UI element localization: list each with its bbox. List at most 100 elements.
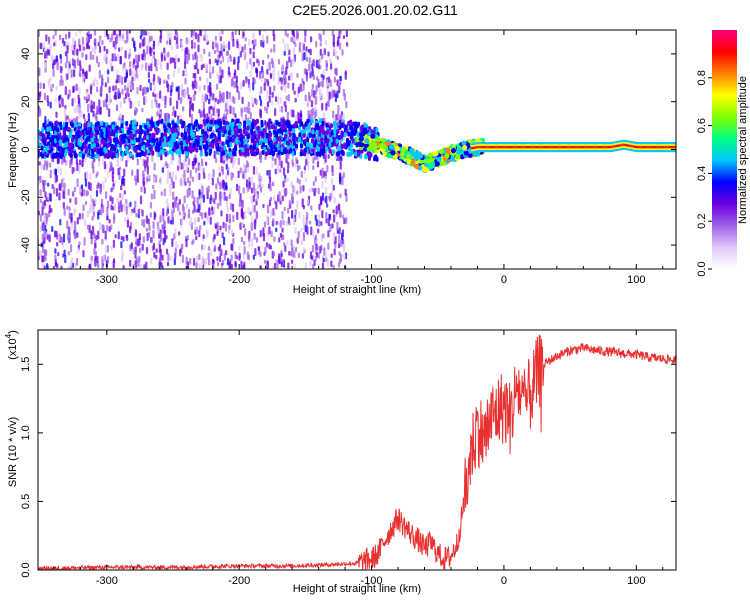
noise-cell [66, 220, 69, 229]
noise-cell [130, 210, 133, 216]
noise-cell [324, 39, 327, 46]
noise-cell [119, 101, 122, 108]
noise-cell [66, 205, 69, 210]
noise-cell [177, 67, 180, 74]
track-cell [363, 142, 369, 148]
noise-cell [339, 30, 342, 35]
band-cell [64, 137, 68, 143]
noise-cell [177, 91, 180, 101]
noise-cell [102, 180, 105, 190]
noise-cell [277, 70, 280, 78]
noise-cell [163, 163, 166, 169]
noise-cell [109, 195, 112, 202]
noise-cell [228, 229, 231, 235]
noise-cell [125, 206, 128, 215]
noise-cell [286, 177, 289, 182]
noise-cell [111, 33, 114, 41]
noise-cell [341, 49, 344, 56]
noise-cell [259, 186, 263, 193]
track-cell [473, 151, 479, 157]
noise-cell [101, 204, 105, 214]
noise-cell [251, 63, 254, 71]
noise-cell [287, 75, 291, 81]
noise-cell [176, 31, 179, 39]
noise-cell [196, 157, 199, 163]
noise-cell [154, 58, 157, 67]
noise-cell [246, 167, 250, 173]
band-cell [161, 137, 165, 143]
noise-cell [296, 190, 299, 195]
noise-cell [130, 242, 133, 249]
noise-cell [46, 49, 49, 56]
noise-cell [321, 262, 325, 269]
noise-cell [302, 83, 305, 92]
noise-cell [68, 118, 71, 123]
noise-cell [145, 227, 148, 232]
band-cell [180, 132, 184, 138]
noise-cell [269, 209, 273, 218]
band-cell [310, 118, 314, 124]
noise-cell [314, 214, 317, 221]
noise-cell [294, 208, 297, 216]
band-cell [349, 125, 353, 131]
noise-cell [81, 37, 85, 46]
noise-cell [248, 38, 251, 47]
noise-cell [318, 32, 321, 40]
noise-cell [177, 115, 180, 121]
noise-cell [47, 100, 50, 107]
noise-cell [152, 184, 155, 190]
noise-cell [331, 89, 334, 99]
band-cell [338, 119, 342, 125]
noise-cell [121, 88, 124, 95]
noise-cell [217, 246, 220, 252]
noise-cell [282, 167, 286, 176]
noise-cell [195, 81, 198, 90]
carrier-cell [505, 145, 508, 149]
band-cell [200, 142, 204, 148]
noise-cell [146, 87, 149, 93]
noise-cell [62, 253, 65, 258]
noise-cell [273, 44, 276, 53]
carrier-cell [531, 145, 534, 149]
noise-cell [325, 195, 328, 204]
band-cell [335, 138, 339, 144]
noise-cell [68, 232, 71, 242]
noise-cell [272, 72, 275, 82]
noise-cell [60, 75, 63, 84]
noise-cell [98, 222, 102, 231]
noise-cell [306, 99, 309, 108]
noise-cell [119, 55, 122, 65]
noise-cell [58, 104, 61, 109]
noise-cell [81, 160, 84, 168]
noise-cell [182, 70, 185, 77]
noise-cell [198, 253, 201, 261]
noise-cell [270, 100, 274, 106]
noise-cell [247, 78, 251, 85]
noise-cell [134, 229, 138, 237]
band-cell [261, 142, 265, 148]
noise-cell [218, 90, 222, 99]
band-cell [139, 124, 143, 130]
noise-cell [325, 64, 328, 72]
noise-cell [331, 170, 334, 177]
noise-cell [332, 110, 335, 118]
noise-cell [88, 64, 91, 72]
noise-cell [309, 48, 312, 56]
noise-cell [119, 35, 122, 41]
noise-cell [119, 192, 122, 199]
band-cell [336, 151, 340, 157]
noise-cell [204, 95, 207, 102]
noise-cell [99, 46, 102, 53]
noise-cell [237, 170, 240, 179]
noise-cell [243, 51, 246, 60]
noise-cell [222, 41, 226, 49]
carrier-cell [513, 145, 516, 149]
band-cell [53, 138, 57, 144]
noise-cell [50, 54, 53, 63]
band-cell [129, 152, 133, 158]
noise-cell [304, 262, 307, 269]
noise-cell [183, 90, 187, 97]
noise-cell [339, 209, 342, 218]
noise-cell [301, 49, 304, 55]
